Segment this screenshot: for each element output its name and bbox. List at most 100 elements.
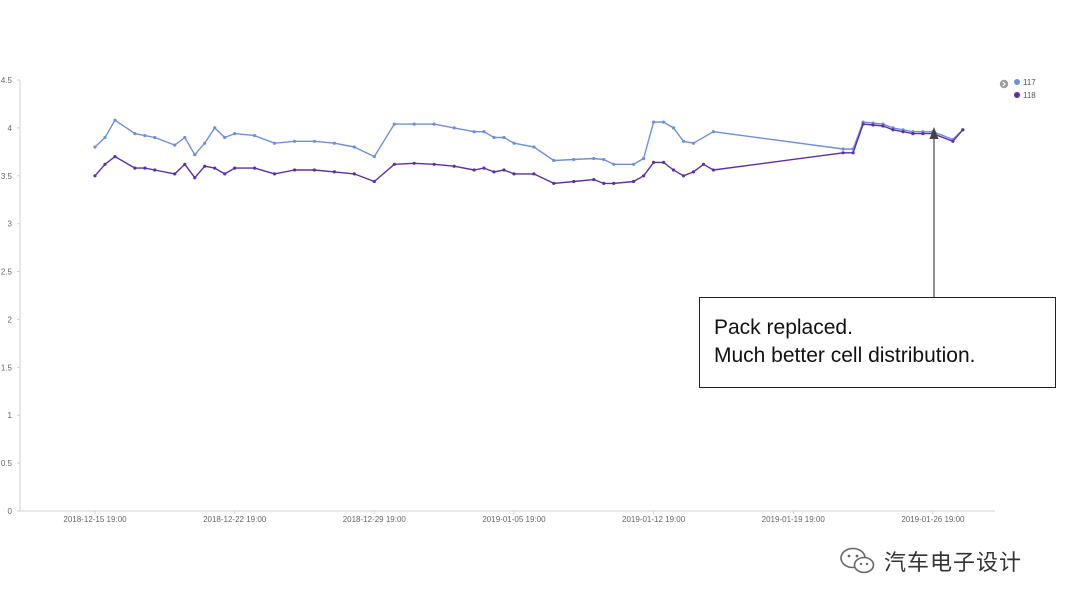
data-point — [432, 122, 436, 126]
data-point — [662, 120, 666, 124]
data-point — [681, 139, 686, 143]
series-117 — [93, 118, 965, 166]
data-point — [372, 179, 376, 184]
data-point — [632, 179, 636, 184]
data-point — [292, 139, 297, 143]
data-point — [652, 160, 656, 164]
data-point — [552, 158, 556, 163]
x-tick-label: 2019-01-05 19:00 — [482, 515, 546, 524]
y-tick-label: 1.5 — [1, 363, 13, 372]
data-point — [602, 181, 606, 185]
x-tick-label: 2018-12-22 19:00 — [203, 515, 267, 524]
data-point — [492, 135, 496, 140]
data-point — [512, 172, 516, 176]
data-point — [482, 130, 486, 134]
annotation-line-2: Much better cell distribution. — [714, 344, 976, 367]
data-point — [851, 151, 855, 155]
data-point — [143, 134, 147, 138]
data-point — [691, 170, 696, 174]
legend-label: 118 — [1023, 91, 1036, 100]
data-point — [572, 179, 576, 184]
y-tick-label: 2 — [8, 315, 13, 324]
data-point — [671, 126, 676, 130]
data-point — [292, 168, 297, 172]
data-point — [592, 156, 596, 161]
data-point — [602, 157, 606, 162]
data-point — [213, 126, 217, 130]
data-point — [642, 174, 646, 178]
series-line — [94, 119, 964, 166]
legend-pager-icon[interactable] — [999, 79, 1009, 89]
data-point — [901, 130, 905, 134]
data-point — [891, 128, 895, 132]
data-point — [841, 151, 845, 155]
data-point — [153, 168, 157, 172]
data-point — [223, 172, 227, 176]
x-tick-label: 2019-01-26 19:00 — [901, 515, 965, 524]
data-point — [532, 145, 536, 149]
data-point — [412, 122, 416, 126]
data-point — [312, 168, 316, 172]
legend-swatch — [1014, 92, 1020, 98]
data-point — [392, 162, 396, 166]
data-point — [272, 141, 277, 145]
data-point — [133, 132, 137, 136]
x-tick-label: 2019-01-19 19:00 — [762, 515, 826, 524]
data-point — [93, 145, 97, 149]
data-point — [572, 157, 576, 162]
data-point — [532, 172, 536, 176]
data-point — [412, 161, 416, 165]
data-point — [233, 166, 237, 170]
data-point — [193, 176, 197, 180]
data-point — [352, 145, 356, 149]
x-tick-label: 2018-12-15 19:00 — [63, 515, 127, 524]
data-point — [492, 170, 496, 174]
data-point — [352, 172, 356, 176]
data-point — [871, 123, 875, 127]
data-point — [272, 172, 277, 176]
y-tick-label: 3.5 — [1, 172, 13, 181]
data-point — [203, 164, 207, 168]
data-point — [332, 141, 336, 145]
data-point — [502, 168, 506, 172]
data-point — [841, 147, 845, 151]
data-point — [921, 132, 925, 136]
data-point — [472, 168, 476, 172]
data-point — [691, 141, 696, 145]
annotation-box: Pack replaced. Much better cell distribu… — [699, 297, 1056, 388]
data-point — [392, 122, 396, 126]
y-tick-label: 1 — [8, 411, 13, 420]
x-axis: 2018-12-15 19:00 2018-12-22 19:00 2018-12-… — [20, 510, 995, 524]
data-point — [233, 132, 237, 136]
series-layer — [93, 118, 965, 185]
data-point — [312, 139, 316, 143]
data-point — [103, 162, 107, 166]
data-point — [113, 155, 117, 159]
series-118 — [93, 122, 965, 185]
data-point — [133, 166, 137, 170]
watermark: 汽车电子设计 — [838, 543, 1022, 579]
data-point — [452, 126, 456, 130]
y-tick-label: 2.5 — [1, 268, 13, 277]
data-point — [711, 130, 716, 134]
legend-swatch — [1014, 79, 1020, 85]
data-point — [701, 162, 706, 166]
data-point — [482, 166, 486, 170]
y-tick-label: 0.5 — [1, 459, 13, 468]
data-point — [592, 178, 596, 182]
series-line — [94, 123, 964, 185]
data-point — [183, 135, 187, 140]
data-point — [183, 162, 187, 166]
data-point — [93, 174, 97, 178]
annotation-line-1: Pack replaced. — [714, 316, 853, 339]
data-point — [612, 181, 616, 185]
data-point — [502, 135, 506, 140]
x-tick-label: 2018-12-29 19:00 — [343, 515, 407, 524]
legend-item-117[interactable]: 117 — [1014, 78, 1036, 87]
data-point — [173, 172, 177, 176]
data-point — [671, 168, 676, 172]
data-point — [662, 160, 666, 164]
legend-item-118[interactable]: 118 — [1014, 91, 1036, 100]
data-point — [203, 141, 207, 145]
